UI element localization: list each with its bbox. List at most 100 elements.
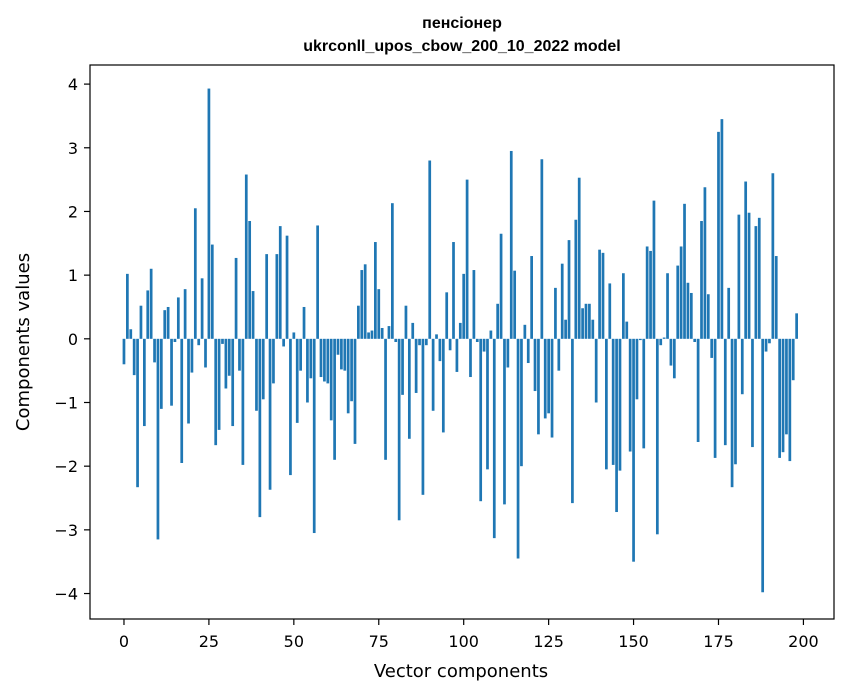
bar-component-127 [554,287,557,339]
bar-component-161 [669,338,673,366]
x-tick-label: 175 [703,632,734,651]
bar-component-69 [357,305,360,339]
bar-component-166 [686,282,690,339]
bar-component-34 [238,338,241,371]
bar-component-140 [598,249,601,339]
bar-component-35 [241,338,245,465]
bar-component-164 [679,246,683,339]
bar-component-55 [309,338,313,379]
bar-component-19 [187,338,190,424]
bar-component-59 [323,338,326,382]
bar-component-89 [424,338,428,346]
bar-component-108 [489,330,493,339]
bar-component-133 [574,219,578,339]
bar-component-74 [374,242,377,339]
bar-component-130 [564,319,567,339]
bar-component-96 [448,338,452,351]
bar-component-56 [312,338,316,534]
bar-component-42 [265,254,269,339]
bar-component-141 [601,252,605,339]
bar-component-182 [740,338,744,395]
bar-component-87 [418,338,421,346]
bar-component-73 [370,330,374,339]
bar-component-186 [754,226,758,339]
bar-component-188 [761,338,765,593]
bar-component-196 [788,338,792,462]
bar-component-75 [377,289,381,339]
bar-component-14 [170,338,173,406]
bar-component-156 [652,200,656,339]
bar-component-197 [791,338,795,381]
bar-component-149 [628,338,632,452]
bar-component-54 [306,338,309,403]
bar-component-91 [431,338,435,411]
x-tick-label: 125 [533,632,564,651]
bar-component-60 [326,338,330,384]
bar-component-180 [734,338,737,465]
bar-component-122 [537,338,540,435]
bar-component-33 [234,257,238,339]
bar-component-39 [255,338,258,411]
bar-component-29 [221,338,224,344]
bar-component-175 [717,131,720,339]
chart-title-line-1: пенсіонер [422,15,502,32]
bar-component-178 [727,287,731,339]
bar-component-121 [533,338,537,392]
bar-component-134 [577,177,581,339]
bar-component-120 [530,256,533,339]
bar-component-78 [387,326,391,339]
bar-component-94 [441,338,445,433]
bar-component-9 [153,338,156,363]
bar-component-92 [435,334,438,339]
bar-component-17 [180,338,184,463]
bar-component-165 [683,203,686,339]
bar-component-148 [625,321,629,339]
x-tick-label: 50 [284,632,304,651]
bar-component-40 [258,338,262,518]
bar-component-65 [343,338,347,371]
bar-component-23 [200,278,204,339]
bar-component-143 [608,283,612,339]
bar-component-27 [214,338,218,446]
bar-component-7 [146,290,150,339]
bar-component-16 [176,297,180,339]
bar-component-129 [560,263,564,339]
bar-component-32 [231,338,235,427]
bar-component-106 [482,338,486,352]
bar-component-4 [136,338,139,488]
bar-component-1 [126,273,129,339]
y-tick-label: 3 [68,139,78,158]
bar-component-18 [183,289,187,339]
bar-component-131 [567,240,571,339]
bar-component-63 [336,338,340,355]
bar-component-109 [492,338,496,539]
bar-component-128 [557,338,561,371]
y-tick-label: −1 [54,393,78,412]
bar-component-159 [662,337,666,339]
bar-component-43 [268,338,272,490]
bar-component-189 [764,338,768,352]
bar-component-57 [316,225,319,339]
bar-component-30 [224,338,228,389]
bar-component-20 [190,338,194,373]
bar-component-117 [520,338,523,467]
bar-component-81 [397,338,401,521]
bar-component-3 [132,338,136,376]
bar-component-139 [594,338,598,403]
bar-component-123 [540,159,544,339]
bar-component-171 [703,187,707,339]
bar-component-138 [591,319,595,339]
bar-component-198 [795,313,798,339]
bar-component-79 [391,203,394,339]
chart-title-line-2: ukrconll_upos_cbow_200_10_2022 model [303,38,620,55]
bar-component-102 [469,338,472,378]
bar-component-174 [713,338,717,458]
bar-component-195 [785,338,788,435]
bar-component-95 [445,292,449,339]
bar-component-72 [367,332,370,339]
bar-component-44 [272,338,275,384]
bar-component-101 [465,179,469,339]
bar-component-82 [401,338,404,395]
bar-component-172 [706,294,710,339]
